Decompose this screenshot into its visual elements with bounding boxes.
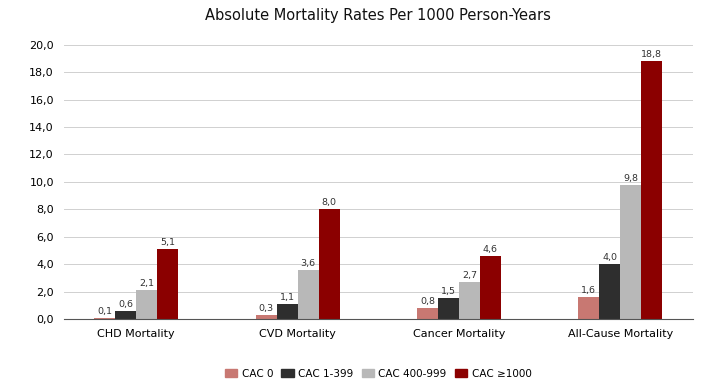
Bar [417, 308, 438, 319]
Text: 9,8: 9,8 [624, 173, 638, 182]
Text: 8,0: 8,0 [322, 198, 337, 207]
Text: 2,7: 2,7 [462, 271, 477, 280]
Title: Absolute Mortality Rates Per 1000 Person-Years: Absolute Mortality Rates Per 1000 Person… [205, 8, 551, 23]
Text: 4,0: 4,0 [602, 253, 617, 262]
Bar [620, 185, 641, 319]
Text: 1,1: 1,1 [279, 293, 295, 302]
Bar [256, 315, 276, 319]
Text: 5,1: 5,1 [160, 238, 175, 247]
Bar [600, 264, 620, 319]
Text: 2,1: 2,1 [139, 279, 154, 288]
Bar [480, 256, 501, 319]
Bar [298, 270, 319, 319]
Bar [115, 311, 136, 319]
Text: 0,3: 0,3 [259, 304, 274, 313]
Text: 0,8: 0,8 [420, 297, 435, 306]
Bar [319, 209, 339, 319]
Bar [641, 61, 662, 319]
Text: 1,5: 1,5 [441, 287, 456, 296]
Text: 0,6: 0,6 [118, 300, 133, 309]
Bar [94, 317, 115, 319]
Bar [276, 304, 298, 319]
Bar [459, 282, 480, 319]
Text: 18,8: 18,8 [641, 50, 662, 59]
Bar [136, 290, 157, 319]
Bar [157, 249, 178, 319]
Text: 1,6: 1,6 [581, 286, 596, 295]
Bar [438, 298, 459, 319]
Text: 3,6: 3,6 [300, 259, 315, 268]
Bar [578, 297, 600, 319]
Legend: CAC 0, CAC 1-399, CAC 400-999, CAC ≥1000: CAC 0, CAC 1-399, CAC 400-999, CAC ≥1000 [221, 364, 536, 383]
Text: 0,1: 0,1 [98, 307, 112, 315]
Text: 4,6: 4,6 [483, 245, 498, 254]
